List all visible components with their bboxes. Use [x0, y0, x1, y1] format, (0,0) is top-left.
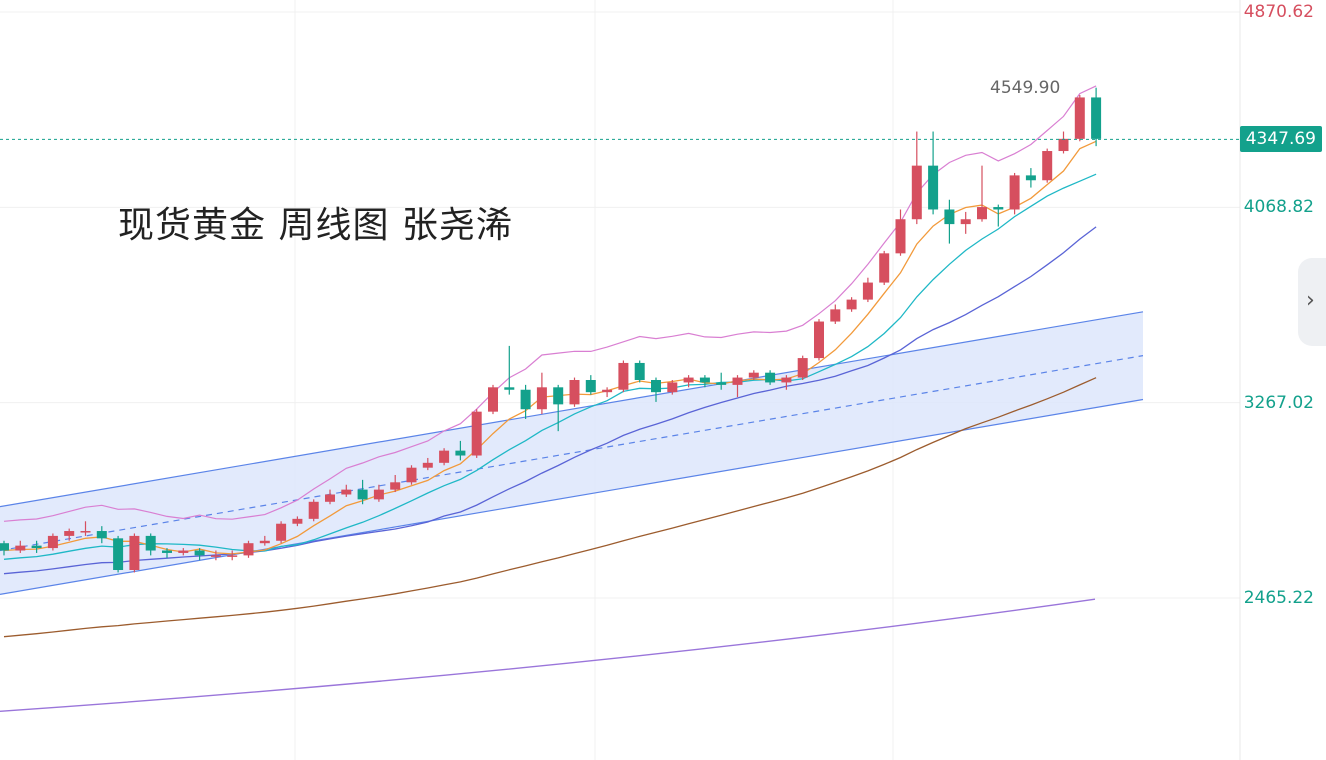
- channel-lower-line: [0, 398, 1144, 595]
- last-price-tag: 4347.69: [1239, 126, 1322, 153]
- candle-body: [259, 540, 270, 544]
- candle-body: [895, 219, 906, 254]
- candle-body: [846, 299, 857, 310]
- candle-body: [292, 518, 303, 524]
- candle-body: [520, 389, 531, 410]
- ma60-line: [3, 377, 1097, 638]
- candle-body: [879, 253, 890, 283]
- candle-body: [1074, 97, 1085, 139]
- channel-fill: [0, 311, 1143, 595]
- candle-body: [210, 555, 221, 557]
- candle-body: [1025, 175, 1036, 181]
- candle-body: [325, 494, 335, 502]
- y-axis-tick-label: 3267.02: [1243, 392, 1314, 413]
- candle-body: [732, 377, 743, 385]
- candle-body: [928, 165, 939, 210]
- candle-body: [406, 467, 417, 483]
- candle-body: [667, 382, 678, 393]
- candle-body: [31, 545, 42, 549]
- y-axis-tick-label: 4870.62: [1243, 2, 1314, 23]
- candle-body: [439, 450, 450, 463]
- candle-body: [960, 219, 971, 225]
- ma-long-line: [0, 598, 1096, 712]
- candle-body: [227, 555, 238, 557]
- candle-body: [1042, 151, 1053, 181]
- candle-body: [1091, 97, 1102, 139]
- candle-body: [1009, 175, 1020, 210]
- candle-body: [390, 482, 401, 490]
- candle-body: [585, 380, 596, 393]
- candle-body: [569, 380, 580, 405]
- channel-upper-line: [0, 311, 1144, 508]
- candle-body: [276, 523, 287, 541]
- candle-body: [243, 543, 254, 556]
- candle-body: [96, 531, 107, 539]
- candle-body: [944, 209, 955, 225]
- ma20-line: [3, 226, 1097, 575]
- candle-body: [0, 543, 9, 551]
- candle-body: [341, 489, 352, 495]
- candle-body: [504, 387, 515, 390]
- candle-body: [1058, 138, 1069, 152]
- candle-body: [553, 387, 564, 405]
- chevron-right-icon: ›: [1306, 288, 1315, 313]
- candle-body: [618, 362, 629, 390]
- candle-body: [178, 550, 189, 553]
- candle-body: [162, 550, 172, 553]
- candle-body: [993, 207, 1004, 210]
- candle-body: [634, 362, 645, 380]
- candle-body: [113, 538, 124, 570]
- candle-body: [129, 535, 140, 570]
- candle-body: [357, 489, 368, 500]
- candle-body: [699, 377, 710, 383]
- ma10-line: [3, 173, 1097, 560]
- candle-body: [602, 389, 613, 393]
- candle-body: [862, 282, 873, 300]
- candle-body: [80, 531, 91, 533]
- candle-body: [488, 387, 498, 412]
- candle-body: [830, 309, 841, 322]
- y-axis-tick-label: 4068.82: [1243, 197, 1314, 218]
- candle-body: [911, 165, 922, 220]
- chart-title: 现货黄金 周线图 张尧浠: [118, 205, 513, 246]
- candle-body: [683, 377, 694, 383]
- candle-body: [145, 535, 156, 551]
- candle-body: [194, 550, 205, 556]
- candle-body: [814, 321, 824, 359]
- y-axis-tick-label: 2465.22: [1243, 587, 1314, 608]
- candle-body: [797, 358, 808, 378]
- candle-body: [716, 382, 727, 385]
- candle-body: [422, 462, 433, 468]
- candle-body: [15, 545, 26, 551]
- candle-body: [748, 372, 759, 378]
- candle-body: [64, 531, 75, 536]
- candle-body: [651, 380, 661, 393]
- candle-body: [373, 489, 384, 500]
- candle-body: [977, 207, 987, 220]
- side-panel-toggle[interactable]: ›: [1298, 258, 1326, 346]
- candle-body: [308, 501, 319, 519]
- candle-body: [781, 377, 792, 383]
- high-price-label: 4549.90: [990, 78, 1061, 99]
- candle-body: [471, 411, 482, 456]
- candle-body: [765, 372, 776, 383]
- candle-body: [536, 387, 547, 410]
- candle-body: [455, 450, 466, 456]
- candle-body: [47, 535, 58, 549]
